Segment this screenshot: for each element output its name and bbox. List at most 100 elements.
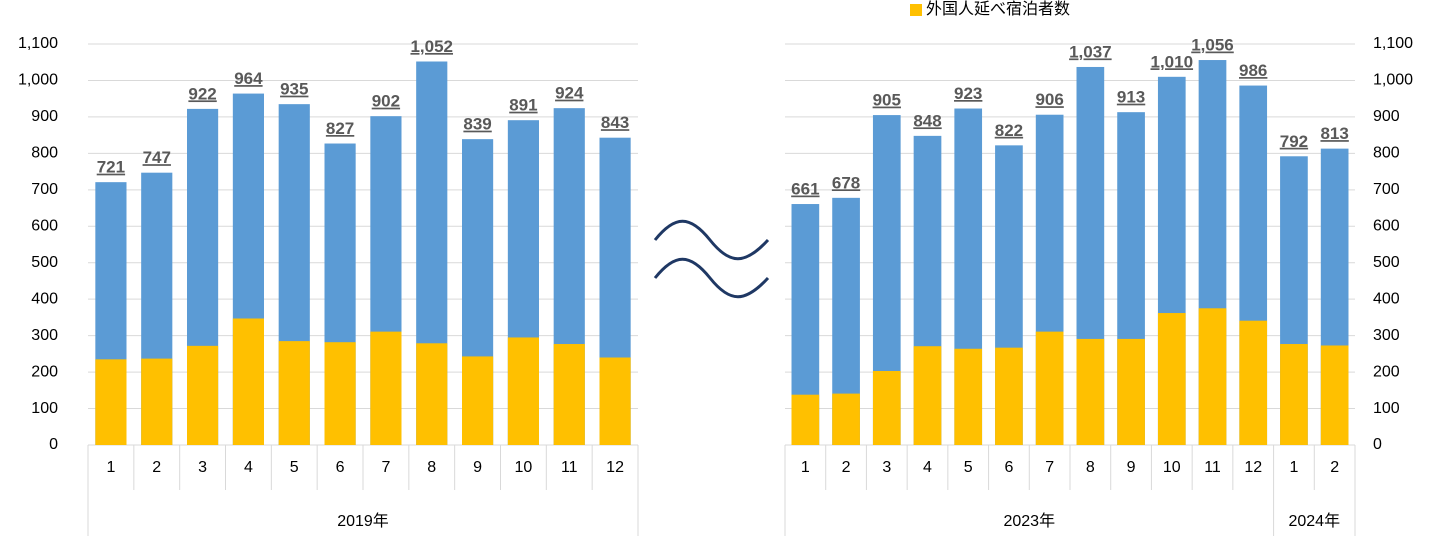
y-tick-label: 1,100: [1373, 35, 1413, 52]
y-tick-label: 900: [31, 108, 58, 125]
value-label: 1,056: [1191, 36, 1234, 55]
bar: [324, 342, 356, 445]
y-tick-label: 700: [1373, 181, 1400, 198]
y-tick-label: 400: [31, 290, 58, 307]
value-label: 906: [1035, 90, 1063, 109]
y-tick-label: 0: [1373, 436, 1382, 453]
x-tick-label: 10: [515, 459, 533, 476]
break-mark: [653, 219, 770, 261]
value-label: 913: [1117, 88, 1145, 107]
y-tick-label: 0: [49, 436, 58, 453]
x-tick-label: 9: [1127, 459, 1136, 476]
group-label: 2019年: [337, 512, 389, 530]
y-tick-label: 100: [1373, 400, 1400, 417]
y-tick-label: 1,100: [18, 35, 58, 52]
bar: [553, 344, 585, 445]
value-label: 839: [463, 115, 491, 134]
y-tick-label: 600: [31, 217, 58, 234]
x-tick-label: 9: [473, 459, 482, 476]
y-tick-label: 500: [31, 254, 58, 271]
legend-label: 外国人延べ宿泊者数: [926, 0, 1070, 18]
x-tick-label: 2: [1330, 459, 1339, 476]
bar: [954, 348, 983, 445]
value-label: 822: [995, 121, 1023, 140]
x-tick-label: 1: [106, 459, 115, 476]
value-label: 747: [143, 148, 171, 167]
bar: [1157, 313, 1186, 445]
x-tick-label: 2: [842, 459, 851, 476]
bar: [278, 341, 310, 445]
bar: [462, 356, 494, 445]
bar: [141, 358, 173, 445]
x-tick-label: 12: [1244, 459, 1262, 476]
value-label: 905: [873, 91, 901, 110]
x-tick-label: 3: [198, 459, 207, 476]
value-label: 1,010: [1151, 52, 1194, 71]
value-label: 843: [601, 113, 629, 132]
x-tick-label: 8: [1086, 459, 1095, 476]
x-tick-label: 12: [606, 459, 624, 476]
x-tick-label: 5: [964, 459, 973, 476]
bar: [95, 359, 127, 445]
bar: [1320, 345, 1349, 445]
value-label: 813: [1320, 124, 1348, 143]
value-label: 964: [234, 69, 263, 88]
bar: [832, 393, 860, 445]
x-tick-label: 6: [1004, 459, 1013, 476]
bar: [232, 318, 264, 445]
bar: [872, 370, 901, 445]
y-tick-label: 800: [31, 145, 58, 162]
y-tick-label: 800: [1373, 145, 1400, 162]
value-label: 792: [1280, 132, 1308, 151]
y-tick-label: 1,000: [18, 72, 58, 89]
x-tick-label: 11: [561, 459, 578, 476]
value-label: 986: [1239, 61, 1267, 80]
x-tick-label: 8: [427, 459, 436, 476]
y-tick-label: 900: [1373, 108, 1400, 125]
x-tick-label: 6: [336, 459, 345, 476]
bar: [913, 346, 942, 445]
x-tick-label: 5: [290, 459, 299, 476]
value-label: 902: [372, 92, 400, 111]
y-tick-label: 600: [1373, 217, 1400, 234]
x-tick-label: 3: [882, 459, 891, 476]
value-label: 922: [188, 84, 216, 103]
x-tick-label: 1: [1289, 459, 1298, 476]
value-label: 721: [97, 158, 125, 177]
bar: [995, 347, 1023, 445]
bar: [1239, 320, 1268, 445]
value-label: 935: [280, 80, 308, 99]
x-tick-label: 4: [923, 459, 932, 476]
bar: [416, 343, 448, 445]
bar: [791, 394, 820, 445]
y-tick-label: 200: [31, 363, 58, 380]
value-label: 1,037: [1069, 42, 1112, 61]
value-label: 848: [913, 111, 941, 130]
y-tick-label: 700: [31, 181, 58, 198]
bar: [599, 357, 631, 445]
legend-swatch: [910, 4, 922, 16]
x-tick-label: 7: [381, 459, 390, 476]
group-label: 2023年: [1003, 512, 1055, 530]
bar: [370, 331, 402, 445]
y-tick-label: 300: [1373, 327, 1400, 344]
value-label: 924: [555, 84, 584, 103]
bar: [1280, 344, 1308, 445]
bar: [187, 345, 219, 445]
y-tick-label: 300: [31, 327, 58, 344]
bar: [1035, 331, 1064, 445]
bar: [1198, 308, 1227, 445]
value-label: 923: [954, 84, 982, 103]
x-tick-label: 2: [152, 459, 161, 476]
x-tick-label: 11: [1204, 459, 1221, 476]
y-tick-label: 400: [1373, 290, 1400, 307]
bar: [1076, 338, 1105, 445]
y-tick-label: 200: [1373, 363, 1400, 380]
break-mark: [653, 257, 770, 299]
value-label: 678: [832, 173, 860, 192]
value-label: 891: [509, 96, 537, 115]
x-tick-label: 1: [801, 459, 810, 476]
y-tick-label: 500: [1373, 254, 1400, 271]
value-label: 661: [791, 180, 819, 199]
